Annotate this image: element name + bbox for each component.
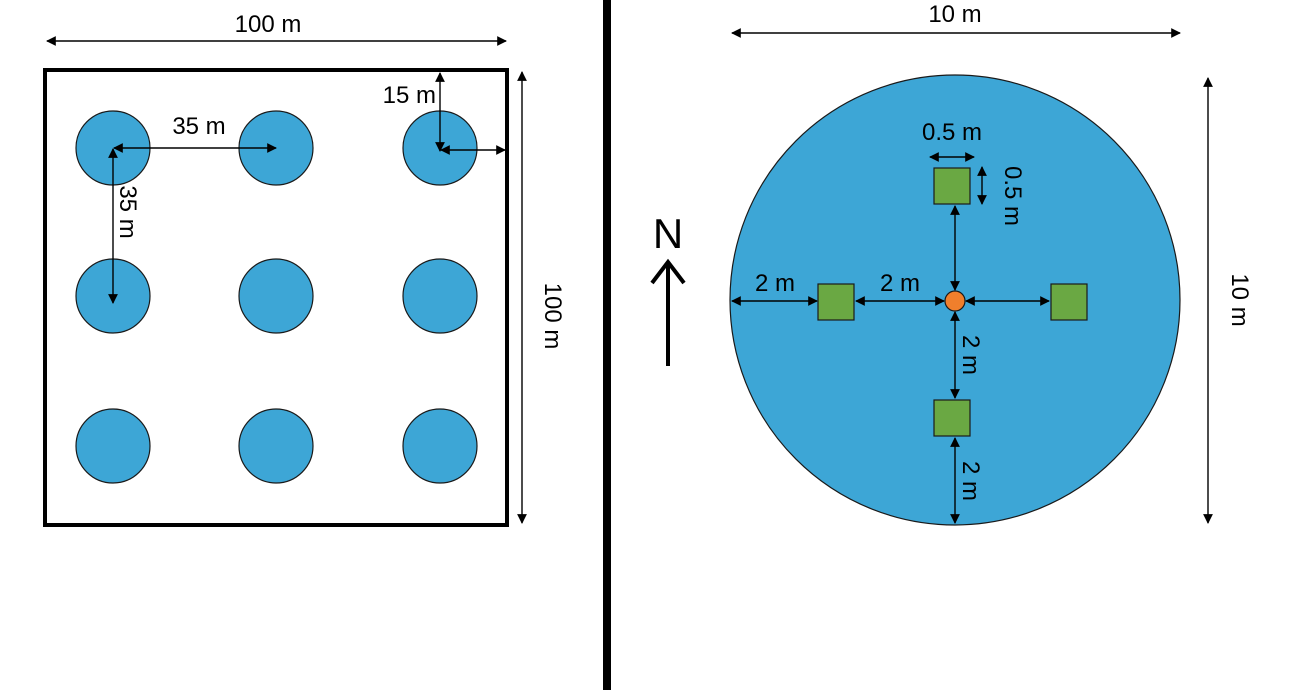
plot-circle xyxy=(402,408,478,484)
edge-offset-label: 15 m xyxy=(383,82,436,109)
left-panel: 100 m 100 m 35 m 35 m 15 m xyxy=(43,11,566,527)
west-quadrat-to-center-label: 2 m xyxy=(880,270,920,297)
plot-circle xyxy=(402,258,478,334)
plot-spacing-vertical-label: 35 m xyxy=(114,185,141,238)
site-width-label: 100 m xyxy=(235,11,302,38)
quadrat-west xyxy=(817,283,855,321)
quadrat-width-label: 0.5 m xyxy=(922,119,982,146)
quadrat-east xyxy=(1050,283,1088,321)
plot-spacing-horizontal-label: 35 m xyxy=(172,113,225,140)
site-boundary xyxy=(43,68,509,527)
plot-circle xyxy=(238,408,314,484)
plot-circle xyxy=(238,258,314,334)
north-arrow: N xyxy=(650,210,686,366)
edge-to-west-quadrat-label: 2 m xyxy=(755,270,795,297)
north-arrow-head xyxy=(650,258,686,285)
north-label: N xyxy=(653,210,683,257)
plot-circle xyxy=(75,408,151,484)
south-quadrat-to-edge-label: 2 m xyxy=(957,461,984,501)
plot-height-label: 10 m xyxy=(1226,273,1253,326)
center-marker xyxy=(944,290,966,312)
right-panel: 10 m 10 m 0.5 m 0.5 m 2 m 2 m 2 m 2 m xyxy=(729,1,1253,526)
site-height-label: 100 m xyxy=(539,283,566,350)
quadrat-north xyxy=(933,167,971,205)
quadrat-south xyxy=(933,399,971,437)
plot-width-label: 10 m xyxy=(928,1,981,28)
plot-grid xyxy=(75,110,478,484)
center-to-south-quadrat-label: 2 m xyxy=(957,335,984,375)
quadrat-height-label: 0.5 m xyxy=(999,166,1026,226)
